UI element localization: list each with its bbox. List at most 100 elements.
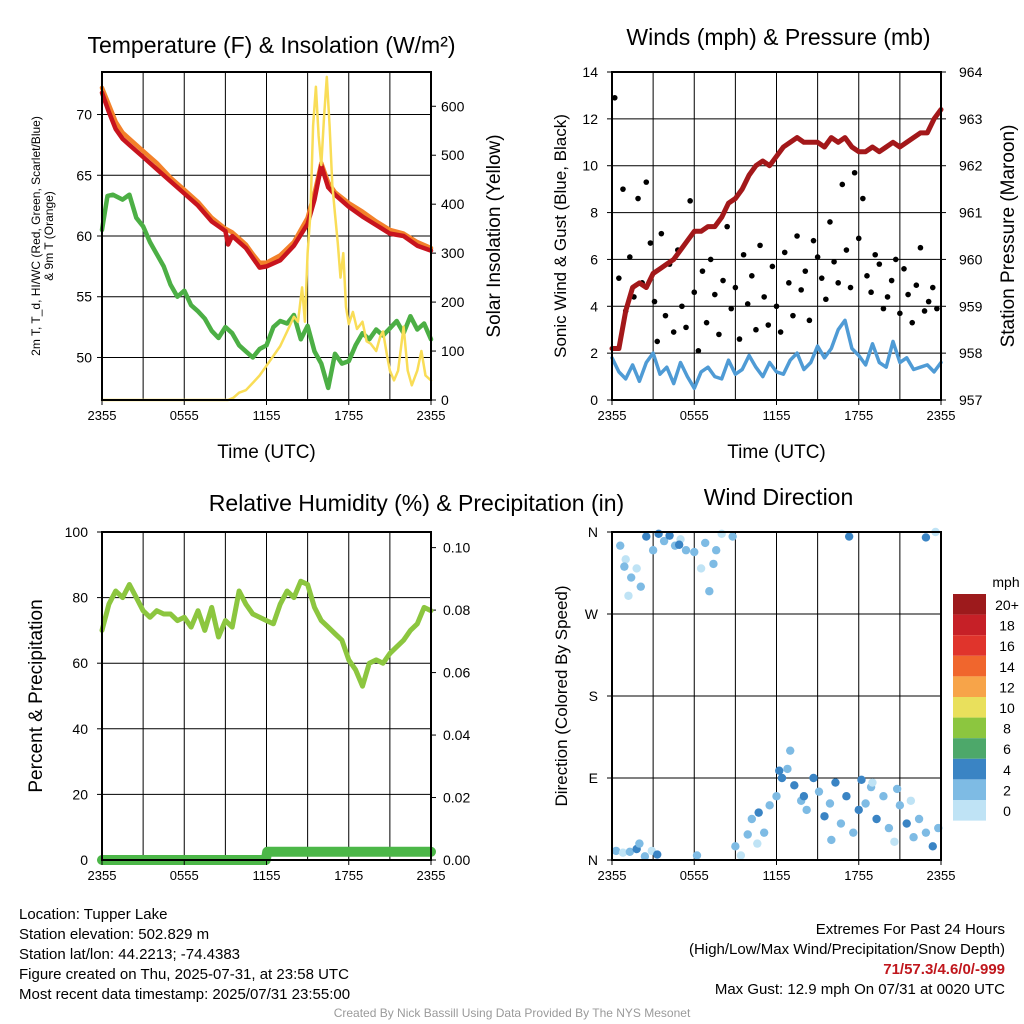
colorbar-label: 16 — [999, 638, 1015, 654]
gust-point — [695, 348, 702, 354]
y2-tick-label: 300 — [441, 245, 465, 261]
colorbar-label: 8 — [1003, 721, 1011, 737]
y2-tick-label: 600 — [441, 98, 465, 114]
x-tick-label: 0555 — [170, 868, 199, 883]
y-tick-label: W — [585, 606, 599, 622]
chart-title: Winds (mph) & Pressure (mb) — [626, 24, 930, 50]
colorbar-swatch — [953, 614, 986, 636]
y2-tick-label: 958 — [959, 345, 983, 361]
gust-point — [732, 284, 739, 291]
gust-point — [839, 181, 846, 188]
x-tick-label: 1755 — [334, 868, 363, 883]
gust-point — [888, 277, 895, 284]
y-tick-label: N — [588, 852, 598, 868]
gust-point — [781, 249, 788, 256]
direction-point — [705, 587, 714, 596]
colorbar-swatch — [953, 697, 986, 718]
direction-point — [759, 828, 769, 837]
gust-point — [925, 298, 932, 305]
y2-axis-label-text: Station Pressure (Maroon) — [998, 125, 1019, 348]
direction-point — [802, 805, 811, 815]
gust-point — [643, 179, 650, 185]
y-tick-label: 6 — [590, 251, 598, 267]
y-tick-label: 10 — [582, 158, 598, 174]
y-tick-label: 55 — [76, 289, 92, 305]
y-tick-label: 50 — [76, 349, 92, 365]
gust-point — [823, 296, 829, 303]
direction-point — [892, 784, 902, 794]
direction-point — [736, 851, 746, 860]
y2-tick-label: 962 — [959, 158, 983, 174]
recent-data-text: Most recent data timestamp: 2025/07/31 2… — [19, 986, 351, 1003]
direction-point — [842, 792, 851, 801]
gust-point — [712, 291, 718, 298]
credit-text: Created By Nick Bassill Using Data Provi… — [333, 1006, 691, 1020]
y-tick-label: 70 — [76, 107, 92, 123]
direction-point — [640, 852, 650, 861]
colorbar-swatch — [953, 676, 986, 697]
direction-point — [902, 819, 911, 828]
y-axis-label-text: Sonic Wind & Gust (Blue, Black) — [551, 114, 570, 358]
direction-point — [743, 830, 752, 839]
y2-tick-label: 957 — [959, 392, 983, 408]
series-2m-td — [99, 192, 434, 391]
x-tick-label: 1155 — [763, 408, 791, 423]
gust-point — [651, 298, 658, 305]
y-axis-label: Percent & Precipitation — [26, 599, 47, 792]
gust-point — [892, 256, 899, 263]
gust-point — [868, 289, 874, 296]
y-tick-label: 12 — [582, 111, 598, 127]
x-tick-label: 1755 — [844, 408, 873, 423]
series-precipitation — [97, 846, 436, 865]
x-tick-label: 1755 — [844, 868, 873, 883]
y-axis-label-text: Direction (Colored By Speed) — [552, 585, 571, 806]
x-tick-label: 2355 — [598, 408, 627, 423]
gust-point — [794, 233, 800, 239]
direction-point — [654, 529, 663, 539]
direction-point — [786, 746, 795, 755]
colorbar-label: 0 — [1003, 803, 1011, 819]
gust-point — [913, 282, 920, 289]
y2-tick-label: 963 — [959, 111, 983, 127]
direction-point — [914, 814, 924, 824]
direction-point — [701, 538, 710, 548]
series-sonic-wind — [610, 318, 943, 391]
colorbar-label: 4 — [1003, 762, 1011, 778]
gust-point — [897, 310, 903, 317]
gust-point — [749, 273, 755, 279]
gust-point — [806, 317, 813, 324]
gust-point — [647, 240, 654, 246]
x-axis-label: Time (UTC) — [727, 442, 826, 463]
direction-point — [635, 839, 644, 848]
direction-point — [616, 541, 625, 550]
gust-point — [757, 242, 763, 249]
direction-point — [747, 814, 757, 824]
colorbar-swatch — [953, 738, 986, 759]
speed-colorbar: mph 20+ 18 16 14 12 10 8 6 4 2 0 — [953, 574, 1020, 821]
y-axis-label-text: Percent & Precipitation — [26, 599, 47, 792]
y2-tick-label: 0.10 — [443, 540, 470, 556]
gust-point — [827, 219, 833, 225]
gust-point — [724, 223, 730, 230]
gust-point — [790, 312, 796, 319]
colorbar-swatch — [953, 779, 986, 800]
direction-point — [653, 850, 662, 859]
direction-point — [648, 546, 658, 555]
y-tick-label: S — [589, 688, 598, 704]
gust-point — [843, 247, 850, 253]
colorbar-label: 2 — [1003, 782, 1011, 798]
direction-point — [674, 540, 684, 549]
gust-point — [720, 277, 726, 284]
direction-point — [728, 532, 737, 541]
gust-point — [744, 301, 751, 307]
direction-point — [861, 799, 870, 808]
x-tick-label: 1155 — [253, 868, 281, 883]
y-axis-label-line1: 2m T, T_d, HI/WC (Red, Green, Scarlet/Bl… — [29, 116, 43, 356]
direction-point — [665, 531, 674, 540]
gust-point — [872, 251, 878, 258]
direction-point — [775, 766, 784, 775]
gust-point — [683, 324, 689, 331]
chart-title: Wind Direction — [704, 484, 854, 510]
x-tick-label: 2355 — [417, 868, 446, 883]
